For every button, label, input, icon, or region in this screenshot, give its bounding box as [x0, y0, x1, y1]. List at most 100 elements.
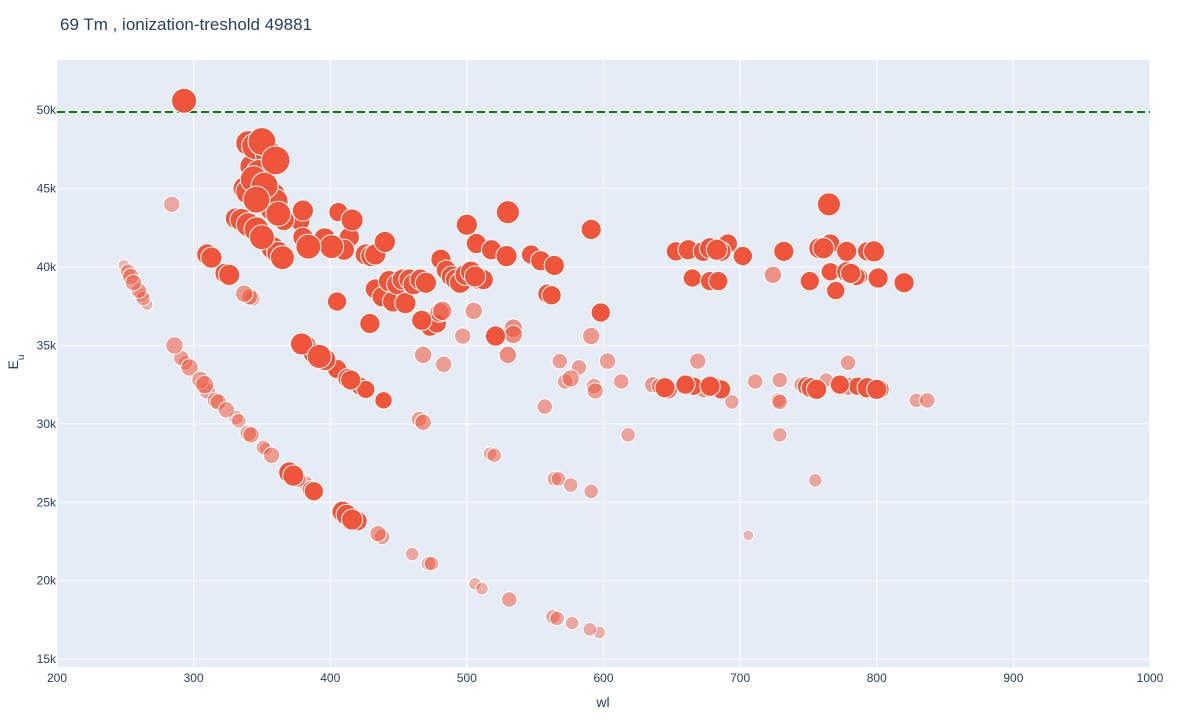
data-point: [549, 610, 565, 627]
y-axis-title: Eu: [5, 355, 27, 370]
data-point: [807, 473, 823, 488]
data-point: [498, 345, 518, 365]
y-tick-label: 15k: [37, 652, 57, 666]
y-tick-label: 45k: [37, 182, 57, 196]
data-point: [356, 379, 376, 400]
data-point: [826, 280, 846, 301]
data-point: [582, 622, 598, 637]
data-point: [434, 355, 453, 374]
data-point: [590, 302, 611, 323]
x-tick-label: 500: [457, 671, 477, 685]
data-point: [455, 213, 478, 236]
x-tick-label: 200: [47, 671, 67, 685]
data-point: [234, 284, 254, 303]
data-point: [373, 230, 396, 254]
x-tick-label: 1000: [1137, 671, 1164, 685]
data-point: [543, 254, 565, 277]
data-point: [582, 326, 601, 346]
x-axis-ticks: 200 300 400 500 600 700 800 900 1000: [47, 671, 1164, 685]
data-point: [340, 208, 364, 232]
data-point: [724, 394, 740, 410]
x-tick-label: 600: [593, 671, 613, 685]
data-point: [248, 224, 275, 251]
data-point: [374, 391, 393, 410]
data-point: [454, 327, 472, 345]
data-point: [423, 555, 440, 572]
data-point: [536, 398, 554, 415]
data-point: [771, 427, 788, 443]
gridlines: [56, 60, 1151, 667]
data-point: [699, 375, 721, 397]
data-point: [732, 245, 754, 267]
data-point: [840, 262, 862, 284]
data-point: [708, 271, 729, 292]
data-point: [306, 343, 332, 369]
data-point: [218, 263, 241, 286]
data-point: [341, 508, 364, 531]
data-point: [773, 240, 795, 262]
data-point: [394, 292, 417, 315]
data-point: [829, 374, 851, 395]
data-point: [340, 369, 362, 391]
data-point: [806, 378, 828, 401]
x-tick-label: 400: [320, 671, 340, 685]
data-point: [771, 371, 788, 389]
y-axis-ticks: 15k 20k 25k 30k 35k 40k 45k 50k: [37, 103, 57, 666]
data-point: [124, 273, 143, 292]
data-point: [165, 336, 184, 355]
data-point: [180, 358, 199, 377]
x-tick-label: 300: [184, 671, 204, 685]
data-point: [812, 237, 835, 260]
data-point: [495, 244, 518, 268]
data-point: [564, 615, 580, 631]
data-points: [117, 87, 936, 640]
data-point: [689, 352, 707, 370]
data-point: [289, 332, 314, 356]
data-point: [495, 200, 520, 225]
data-point: [295, 233, 322, 260]
data-point: [836, 240, 858, 262]
data-point: [411, 309, 433, 331]
data-point: [163, 195, 181, 214]
data-point: [282, 464, 305, 487]
data-point: [799, 271, 820, 292]
data-point: [763, 265, 783, 285]
data-point: [194, 374, 215, 395]
data-point: [561, 369, 580, 388]
data-point: [262, 446, 281, 464]
data-point: [586, 382, 605, 400]
data-point: [414, 271, 437, 294]
data-point: [414, 413, 432, 432]
data-point: [475, 581, 489, 596]
y-tick-label: 30k: [37, 417, 57, 431]
data-point: [265, 200, 292, 227]
y-axis-title-main: E: [5, 360, 21, 369]
x-tick-label: 800: [867, 671, 887, 685]
data-point: [432, 300, 453, 322]
y-tick-label: 50k: [37, 103, 57, 117]
data-point: [705, 238, 728, 261]
data-point: [404, 546, 420, 562]
chart-title: 69 Tm , ionization-treshold 49881: [60, 15, 312, 34]
data-point: [675, 374, 696, 395]
data-point: [319, 234, 345, 260]
data-point: [484, 325, 507, 347]
data-point: [654, 377, 676, 399]
y-tick-label: 40k: [37, 260, 57, 274]
data-point: [269, 245, 295, 271]
data-point: [742, 529, 755, 542]
data-point: [500, 591, 518, 608]
data-point: [242, 426, 260, 444]
data-point: [217, 401, 236, 419]
data-point: [413, 345, 433, 365]
data-point: [866, 378, 888, 401]
data-point: [541, 285, 562, 306]
data-point: [613, 373, 630, 390]
data-point: [260, 145, 291, 176]
data-point: [303, 481, 325, 502]
data-point: [598, 352, 617, 370]
data-point: [200, 246, 223, 269]
data-point: [326, 291, 348, 312]
data-point: [503, 324, 524, 345]
y-tick-label: 25k: [37, 495, 57, 509]
